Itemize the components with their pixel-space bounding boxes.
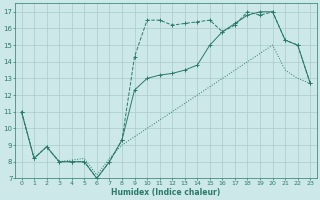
X-axis label: Humidex (Indice chaleur): Humidex (Indice chaleur) bbox=[111, 188, 220, 197]
